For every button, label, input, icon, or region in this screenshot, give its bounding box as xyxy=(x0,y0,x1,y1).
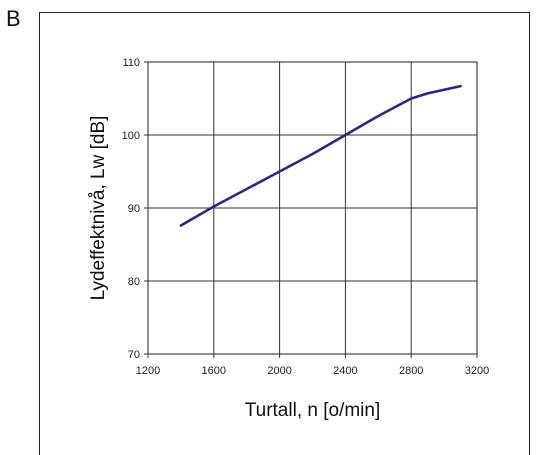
x-axis-ticks: 1200 1600 2000 2400 2800 3200 xyxy=(136,354,489,377)
series-points xyxy=(180,86,461,226)
y-tick-label: 90 xyxy=(128,203,140,215)
x-tick-label: 1600 xyxy=(202,365,226,377)
y-axis-ticks: 70 80 90 100 110 xyxy=(122,57,148,361)
figure-frame xyxy=(39,12,530,455)
y-tick-label: 110 xyxy=(122,57,140,69)
series-line xyxy=(179,84,462,227)
y-tick-label: 100 xyxy=(122,130,140,142)
y-tick-label: 80 xyxy=(128,276,140,288)
x-tick-label: 2800 xyxy=(399,365,423,377)
x-tick-label: 3200 xyxy=(465,365,489,377)
panel-label: B xyxy=(6,6,21,31)
x-tick-label: 2000 xyxy=(267,365,291,377)
y-tick-label: 70 xyxy=(128,349,140,361)
x-tick-label: 2400 xyxy=(333,365,357,377)
y-axis-label: Lydeffektnivå, Lw [dB] xyxy=(88,116,109,301)
grid-lines xyxy=(147,61,478,355)
x-axis-label: Turtall, n [o/min] xyxy=(245,400,381,421)
x-tick-label: 1200 xyxy=(136,365,160,377)
